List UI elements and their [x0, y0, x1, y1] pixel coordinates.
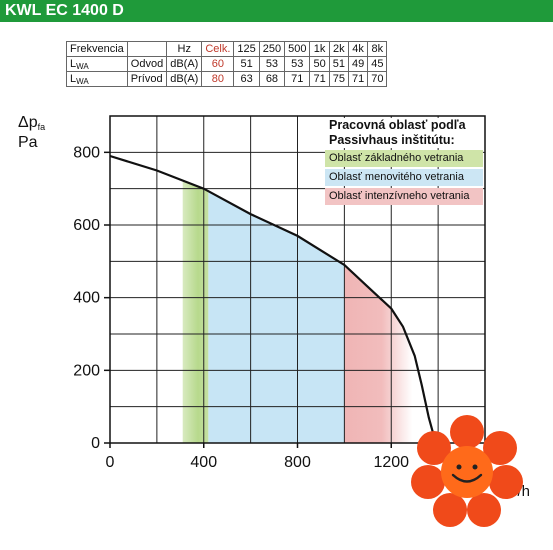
axis-ticks: 0 200 400 600 800 0 400 800 1200 [73, 144, 409, 471]
y-axis-label: Δpfa Pa [18, 114, 46, 151]
operating-zones [182, 180, 413, 443]
x-tick-label: 800 [284, 454, 311, 471]
unit-cell: dB(A) [166, 56, 203, 72]
value-cell: 63 [233, 71, 260, 87]
total-cell: 80 [201, 71, 235, 87]
legend-item-intensive: Oblasť intenzívneho vetrania [325, 188, 483, 205]
y-tick-label: 800 [73, 144, 100, 161]
header-cell: 250 [258, 41, 286, 57]
smiley-flower-icon [411, 415, 523, 527]
legend-item-nominal: Oblasť menovitého vetrania [325, 169, 483, 186]
zone-0 [182, 180, 209, 443]
y-tick-label: 200 [73, 362, 100, 379]
symbol-cell: LWA [66, 71, 128, 87]
y-tick-label: 400 [73, 290, 100, 307]
legend-title: Pracovná oblasť podľa Passivhaus inštitú… [325, 118, 483, 148]
value-cell: 71 [309, 71, 330, 87]
y-tick-label: 0 [91, 435, 100, 452]
value-cell: 49 [347, 56, 369, 72]
value-cell: 45 [367, 56, 388, 72]
value-cell: 53 [284, 56, 311, 72]
value-cell: 53 [258, 56, 286, 72]
zone-2 [344, 265, 413, 443]
value-cell: 50 [309, 56, 330, 72]
legend-item-basic: Oblasť základného vetrania [325, 150, 483, 167]
x-tick-label: 0 [106, 454, 115, 471]
curve-line [109, 154, 437, 444]
performance-curve [109, 154, 437, 444]
spec-row-privod: LWA Prívod dB(A) 80 63 68 71 71 75 71 70 [66, 71, 388, 87]
title-bar: KWL EC 1400 D [0, 0, 553, 22]
zone-1 [208, 191, 345, 443]
value-cell: 68 [258, 71, 286, 87]
x-tick-label: 400 [190, 454, 217, 471]
y-tick-label: 600 [73, 217, 100, 234]
unit-cell: dB(A) [166, 71, 203, 87]
spec-header-row: Frekvencia Hz Celk. 125 250 500 1k 2k 4k… [66, 41, 388, 57]
sound-spec-table: Frekvencia Hz Celk. 125 250 500 1k 2k 4k… [66, 41, 388, 87]
row-name: Prívod [126, 71, 168, 87]
x-tick-label: 1200 [373, 454, 409, 471]
spec-row-odvod: LWA Odvod dB(A) 60 51 53 53 50 51 49 45 [66, 56, 388, 72]
value-cell: 71 [284, 71, 311, 87]
chart-legend: Pracovná oblasť podľa Passivhaus inštitú… [325, 118, 483, 207]
product-title: KWL EC 1400 D [5, 2, 124, 19]
value-cell: 70 [367, 71, 388, 87]
chart-grid [109, 115, 486, 444]
value-cell: 71 [347, 71, 369, 87]
